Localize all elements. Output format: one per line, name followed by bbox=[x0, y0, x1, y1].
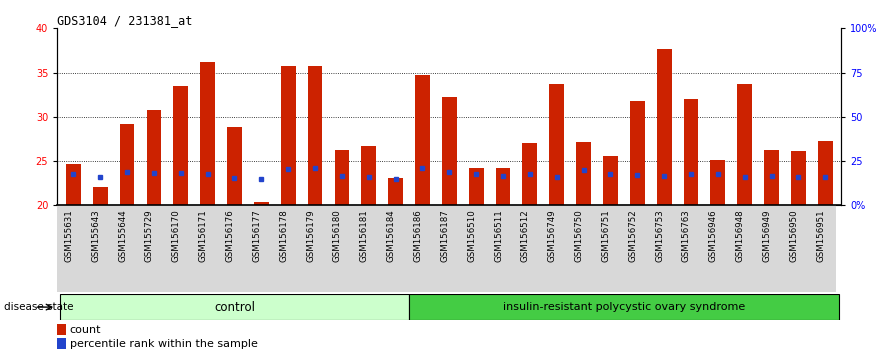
Bar bbox=[737, 84, 752, 205]
Bar bbox=[442, 97, 456, 205]
Text: GSM156512: GSM156512 bbox=[521, 210, 529, 262]
Text: insulin-resistant polycystic ovary syndrome: insulin-resistant polycystic ovary syndr… bbox=[503, 302, 745, 312]
Bar bbox=[335, 149, 349, 205]
FancyBboxPatch shape bbox=[60, 295, 409, 320]
Bar bbox=[254, 202, 269, 205]
Text: GSM156946: GSM156946 bbox=[709, 210, 718, 262]
Bar bbox=[57, 324, 66, 335]
Text: GSM156949: GSM156949 bbox=[763, 210, 772, 262]
Text: control: control bbox=[214, 301, 255, 314]
Text: GSM156187: GSM156187 bbox=[440, 210, 449, 262]
Text: GSM156176: GSM156176 bbox=[226, 210, 234, 262]
Bar bbox=[281, 67, 296, 205]
Bar bbox=[791, 152, 806, 205]
Text: GSM156181: GSM156181 bbox=[359, 210, 369, 262]
Text: GSM156177: GSM156177 bbox=[252, 210, 262, 262]
Text: GSM156753: GSM156753 bbox=[655, 210, 664, 262]
Bar bbox=[656, 49, 671, 205]
Text: GSM156948: GSM156948 bbox=[736, 210, 744, 262]
Text: GSM156950: GSM156950 bbox=[789, 210, 798, 262]
Bar bbox=[496, 168, 510, 205]
Bar bbox=[710, 160, 725, 205]
Bar bbox=[174, 86, 189, 205]
Text: GSM156171: GSM156171 bbox=[198, 210, 208, 262]
Text: GSM156184: GSM156184 bbox=[387, 210, 396, 262]
Bar bbox=[200, 62, 215, 205]
Bar bbox=[522, 143, 537, 205]
Text: GSM156763: GSM156763 bbox=[682, 210, 691, 262]
Text: GSM156178: GSM156178 bbox=[279, 210, 288, 262]
Text: GSM156511: GSM156511 bbox=[494, 210, 503, 262]
Bar bbox=[307, 67, 322, 205]
Bar bbox=[389, 178, 403, 205]
Text: GDS3104 / 231381_at: GDS3104 / 231381_at bbox=[57, 14, 193, 27]
Text: GSM155631: GSM155631 bbox=[64, 210, 73, 262]
Bar bbox=[630, 101, 645, 205]
Bar bbox=[57, 338, 66, 349]
Text: GSM156749: GSM156749 bbox=[548, 210, 557, 262]
Text: GSM156752: GSM156752 bbox=[628, 210, 637, 262]
Bar bbox=[361, 146, 376, 205]
Text: GSM156751: GSM156751 bbox=[602, 210, 611, 262]
Bar bbox=[603, 156, 618, 205]
Bar bbox=[576, 142, 591, 205]
Bar bbox=[684, 99, 699, 205]
Text: GSM155644: GSM155644 bbox=[118, 210, 127, 262]
Text: GSM156750: GSM156750 bbox=[574, 210, 583, 262]
Text: GSM156510: GSM156510 bbox=[467, 210, 476, 262]
Text: percentile rank within the sample: percentile rank within the sample bbox=[70, 339, 257, 349]
Bar bbox=[550, 84, 564, 205]
Bar bbox=[469, 168, 484, 205]
Text: GSM156180: GSM156180 bbox=[333, 210, 342, 262]
Bar bbox=[93, 187, 107, 205]
Bar bbox=[818, 141, 833, 205]
Bar bbox=[66, 164, 81, 205]
Bar bbox=[415, 75, 430, 205]
FancyBboxPatch shape bbox=[409, 295, 839, 320]
Bar bbox=[227, 127, 242, 205]
Bar bbox=[146, 110, 161, 205]
Bar bbox=[764, 150, 779, 205]
Text: count: count bbox=[70, 325, 101, 335]
Text: GSM156186: GSM156186 bbox=[413, 210, 423, 262]
Text: GSM155643: GSM155643 bbox=[92, 210, 100, 262]
Text: GSM155729: GSM155729 bbox=[145, 210, 154, 262]
Bar bbox=[120, 124, 135, 205]
Text: GSM156179: GSM156179 bbox=[306, 210, 315, 262]
Text: disease state: disease state bbox=[4, 302, 74, 312]
Text: GSM156951: GSM156951 bbox=[816, 210, 825, 262]
Text: GSM156170: GSM156170 bbox=[172, 210, 181, 262]
